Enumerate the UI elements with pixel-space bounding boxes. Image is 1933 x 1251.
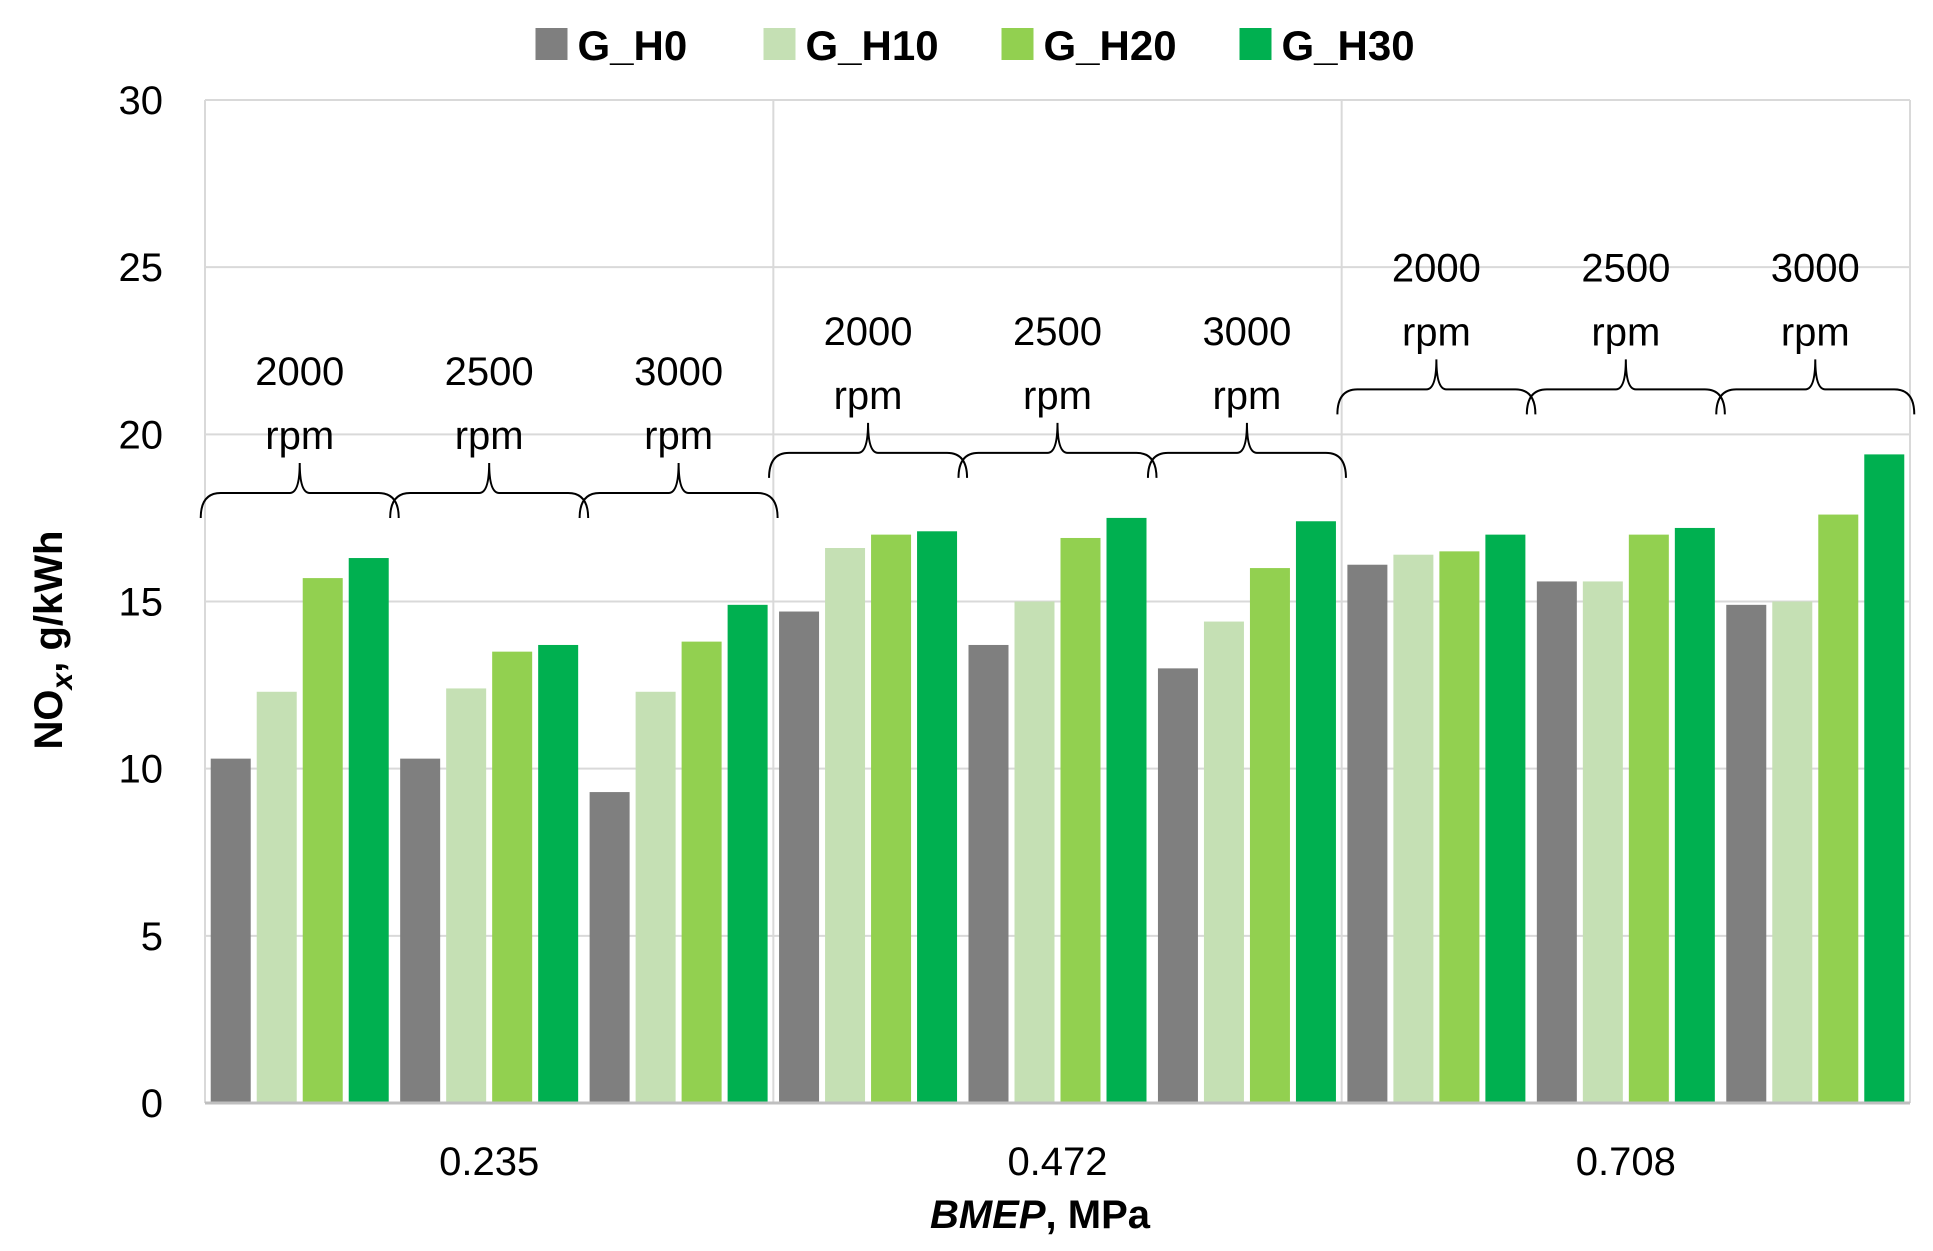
speed-value-label: 2000 xyxy=(255,350,344,394)
x-tick-label: 0.235 xyxy=(439,1140,539,1184)
speed-value-label: 3000 xyxy=(1771,246,1860,290)
bar-g-h30 xyxy=(1675,528,1715,1103)
speed-unit-label: rpm xyxy=(834,374,903,418)
y-tick-label: 10 xyxy=(119,748,164,792)
bar-g-h30 xyxy=(1864,454,1904,1103)
legend-label: G_H10 xyxy=(806,22,939,69)
y-axis-title-subscript: x xyxy=(46,671,79,691)
speed-brace xyxy=(769,423,967,478)
bar-g-h0 xyxy=(211,759,251,1103)
y-tick-label: 15 xyxy=(119,581,164,625)
bar-g-h10 xyxy=(1015,602,1055,1104)
bar-g-h10 xyxy=(636,692,676,1103)
speed-unit-label: rpm xyxy=(1402,310,1471,354)
bar-g-h30 xyxy=(917,531,957,1103)
bar-g-h10 xyxy=(446,688,486,1103)
bar-g-h10 xyxy=(257,692,297,1103)
bar-g-h20 xyxy=(1629,535,1669,1103)
speed-brace xyxy=(1527,359,1725,414)
speed-value-label: 2000 xyxy=(824,310,913,354)
bar-g-h0 xyxy=(1537,581,1577,1103)
bar-g-h10 xyxy=(1393,555,1433,1103)
nox-bar-chart: 2000 rpm 2500 rpm 3000 rpm 2000 rpm 2500 rpm 3000 r… xyxy=(0,0,1933,1251)
bar-g-h30 xyxy=(1107,518,1147,1103)
legend-label: G_H0 xyxy=(578,22,688,69)
y-axis-title-suffix: , g/kWh xyxy=(27,531,71,673)
bar-g-h20 xyxy=(1818,515,1858,1103)
bar-g-h20 xyxy=(303,578,343,1103)
bar-g-h10 xyxy=(1204,622,1244,1103)
speed-value-label: 3000 xyxy=(634,350,723,394)
speed-unit-label: rpm xyxy=(1781,310,1850,354)
bar-g-h0 xyxy=(400,759,440,1103)
speed-value-label: 3000 xyxy=(1202,310,1291,354)
speed-value-label: 2000 xyxy=(1392,246,1481,290)
legend-label: G_H20 xyxy=(1044,22,1177,69)
legend-label: G_H30 xyxy=(1282,22,1415,69)
bar-g-h0 xyxy=(1347,565,1387,1103)
speed-unit-label: rpm xyxy=(455,414,524,458)
y-tick-label: 30 xyxy=(119,79,164,123)
bar-g-h30 xyxy=(728,605,768,1103)
bar-g-h0 xyxy=(779,612,819,1103)
legend-swatch xyxy=(1240,28,1272,60)
bar-g-h30 xyxy=(1296,521,1336,1103)
legend: G_H0 G_H10 G_H20 G_H30 xyxy=(536,22,1415,69)
y-tick-label: 5 xyxy=(141,915,163,959)
x-axis-title-unit: , MPa xyxy=(1046,1193,1151,1237)
speed-unit-label: rpm xyxy=(644,414,713,458)
x-axis-title-italic: BMEP xyxy=(930,1193,1046,1237)
speed-value-label: 2500 xyxy=(1013,310,1102,354)
bar-g-h10 xyxy=(825,548,865,1103)
bar-g-h0 xyxy=(1726,605,1766,1103)
speed-annotations: 2000 rpm 2500 rpm 3000 rpm 2000 rpm 2500 rpm 3000 r… xyxy=(201,246,1915,518)
bar-g-h20 xyxy=(492,652,532,1103)
x-axis-title: BMEP, MPa xyxy=(930,1193,1151,1237)
x-tick-label: 0.708 xyxy=(1576,1140,1676,1184)
bar-g-h0 xyxy=(590,792,630,1103)
speed-brace xyxy=(1148,423,1346,478)
bar-g-h20 xyxy=(1061,538,1101,1103)
bar-g-h30 xyxy=(1485,535,1525,1103)
y-axis-title-prefix: NO xyxy=(27,689,71,749)
speed-unit-label: rpm xyxy=(1023,374,1092,418)
bar-g-h30 xyxy=(538,645,578,1103)
bars xyxy=(211,454,1905,1103)
y-tick-label: 20 xyxy=(119,413,164,457)
speed-brace xyxy=(1337,359,1535,414)
y-axis-title: NOx, g/kWh xyxy=(27,531,79,750)
x-tick-label: 0.472 xyxy=(1007,1140,1107,1184)
speed-brace xyxy=(1716,359,1914,414)
bar-g-h20 xyxy=(871,535,911,1103)
bar-g-h10 xyxy=(1772,602,1812,1104)
bar-g-h0 xyxy=(969,645,1009,1103)
y-tick-label: 25 xyxy=(119,246,164,290)
bar-g-h30 xyxy=(349,558,389,1103)
bar-g-h0 xyxy=(1158,668,1198,1103)
speed-brace xyxy=(959,423,1157,478)
speed-value-label: 2500 xyxy=(1581,246,1670,290)
legend-swatch xyxy=(764,28,796,60)
bar-g-h20 xyxy=(1250,568,1290,1103)
legend-swatch xyxy=(1002,28,1034,60)
speed-brace xyxy=(201,463,399,518)
speed-value-label: 2500 xyxy=(445,350,534,394)
speed-brace xyxy=(390,463,588,518)
speed-unit-label: rpm xyxy=(1591,310,1660,354)
speed-brace xyxy=(580,463,778,518)
speed-unit-label: rpm xyxy=(1212,374,1281,418)
bar-g-h10 xyxy=(1583,581,1623,1103)
bar-g-h20 xyxy=(1439,551,1479,1103)
speed-unit-label: rpm xyxy=(265,414,334,458)
bar-g-h20 xyxy=(682,642,722,1103)
y-tick-label: 0 xyxy=(141,1082,163,1126)
legend-swatch xyxy=(536,28,568,60)
